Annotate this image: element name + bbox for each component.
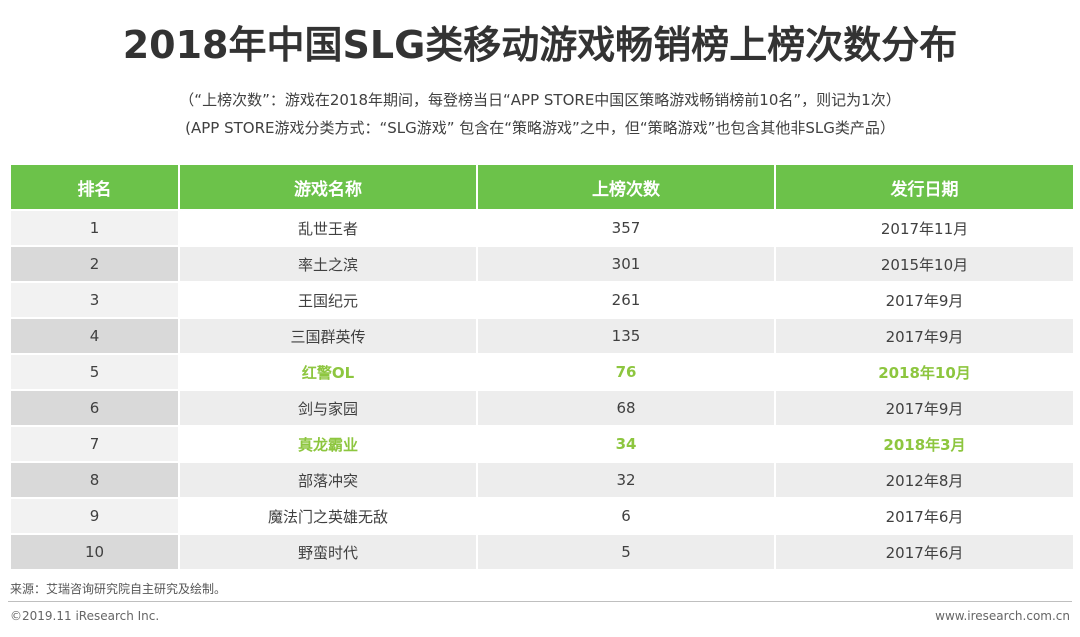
cell-release-date: 2018年3月: [776, 427, 1073, 461]
ranking-table: 排名 游戏名称 上榜次数 发行日期 1 乱世王者 357 2017年11月 2 率土之滨 3…: [9, 163, 1075, 571]
cell-release-date: 2017年9月: [776, 319, 1073, 353]
cell-count: 261: [478, 283, 774, 317]
source-note: 来源：艾瑞咨询研究院自主研究及绘制。: [10, 582, 227, 596]
cell-release-date: 2017年9月: [776, 391, 1073, 425]
cell-count: 68: [478, 391, 774, 425]
cell-rank: 7: [11, 427, 178, 461]
cell-game-name: 剑与家园: [180, 391, 476, 425]
website-link[interactable]: www.iresearch.com.cn: [935, 609, 1070, 623]
table-row: 9 魔法门之英雄无敌 6 2017年6月: [11, 499, 1073, 533]
cell-game-name: 乱世王者: [180, 211, 476, 245]
cell-count: 6: [478, 499, 774, 533]
table-header-row: 排名 游戏名称 上榜次数 发行日期: [11, 165, 1073, 209]
cell-count: 301: [478, 247, 774, 281]
cell-game-name: 王国纪元: [180, 283, 476, 317]
cell-game-name: 魔法门之英雄无敌: [180, 499, 476, 533]
cell-count: 32: [478, 463, 774, 497]
cell-release-date: 2017年6月: [776, 499, 1073, 533]
table-row: 8 部落冲突 32 2012年8月: [11, 463, 1073, 497]
column-header-rank: 排名: [11, 165, 178, 209]
table-row: 6 剑与家园 68 2017年9月: [11, 391, 1073, 425]
definition-note: （“上榜次数”：游戏在2018年期间，每登榜当日“APP STORE中国区策略游…: [179, 91, 901, 109]
table-row: 7 真龙霸业 34 2018年3月: [11, 427, 1073, 461]
cell-release-date: 2017年6月: [776, 535, 1073, 569]
cell-rank: 3: [11, 283, 178, 317]
cell-rank: 4: [11, 319, 178, 353]
cell-game-name: 红警OL: [180, 355, 476, 389]
column-header-release-date: 发行日期: [776, 165, 1073, 209]
cell-rank: 8: [11, 463, 178, 497]
table-row: 4 三国群英传 135 2017年9月: [11, 319, 1073, 353]
table-row: 3 王国纪元 261 2017年9月: [11, 283, 1073, 317]
cell-release-date: 2017年11月: [776, 211, 1073, 245]
cell-count: 357: [478, 211, 774, 245]
cell-game-name: 真龙霸业: [180, 427, 476, 461]
cell-release-date: 2017年9月: [776, 283, 1073, 317]
cell-rank: 2: [11, 247, 178, 281]
table-row: 2 率土之滨 301 2015年10月: [11, 247, 1073, 281]
column-header-game-name: 游戏名称: [180, 165, 476, 209]
cell-count: 76: [478, 355, 774, 389]
page-title: 2018年中国SLG类移动游戏畅销榜上榜次数分布: [122, 23, 958, 67]
cell-release-date: 2012年8月: [776, 463, 1073, 497]
cell-game-name: 部落冲突: [180, 463, 476, 497]
cell-count: 135: [478, 319, 774, 353]
cell-count: 34: [478, 427, 774, 461]
column-header-count: 上榜次数: [478, 165, 774, 209]
cell-release-date: 2018年10月: [776, 355, 1073, 389]
cell-game-name: 野蛮时代: [180, 535, 476, 569]
cell-rank: 6: [11, 391, 178, 425]
table-row: 5 红警OL 76 2018年10月: [11, 355, 1073, 389]
cell-rank: 1: [11, 211, 178, 245]
classification-note: (APP STORE游戏分类方式：“SLG游戏” 包含在“策略游戏”之中，但“策…: [185, 119, 895, 137]
cell-release-date: 2015年10月: [776, 247, 1073, 281]
cell-game-name: 三国群英传: [180, 319, 476, 353]
cell-rank: 9: [11, 499, 178, 533]
cell-rank: 10: [11, 535, 178, 569]
cell-game-name: 率土之滨: [180, 247, 476, 281]
table-row: 10 野蛮时代 5 2017年6月: [11, 535, 1073, 569]
table-row: 1 乱世王者 357 2017年11月: [11, 211, 1073, 245]
footer-divider: [8, 601, 1072, 602]
copyright-text: ©2019.11 iResearch Inc.: [10, 609, 160, 623]
table-body: 1 乱世王者 357 2017年11月 2 率土之滨 301 2015年10月 3 王国纪元 261…: [11, 211, 1073, 569]
cell-rank: 5: [11, 355, 178, 389]
cell-count: 5: [478, 535, 774, 569]
